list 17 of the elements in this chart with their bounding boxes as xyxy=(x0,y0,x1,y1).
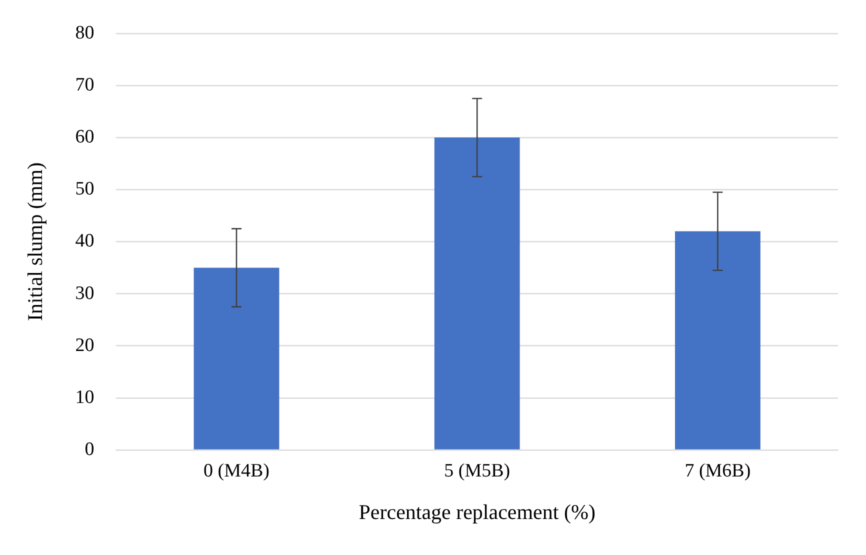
bar xyxy=(674,231,760,450)
y-tick-label: 60 xyxy=(75,126,94,148)
y-tick-label: 0 xyxy=(84,438,94,460)
y-axis-title: Initial slump (mm) xyxy=(23,162,48,322)
bar xyxy=(194,268,280,450)
y-tick-label: 20 xyxy=(75,334,94,356)
y-tick-label: 70 xyxy=(75,74,94,96)
y-tick-label: 50 xyxy=(75,178,94,200)
x-tick-label: 7 (M6B) xyxy=(684,460,751,482)
bar xyxy=(434,138,520,450)
x-axis-title: Percentage replacement (%) xyxy=(358,500,596,524)
x-tick-label: 0 (M4B) xyxy=(204,460,270,482)
y-tick-label: 10 xyxy=(75,386,94,408)
y-tick-label: 40 xyxy=(75,230,94,252)
y-tick-label: 80 xyxy=(75,22,94,44)
x-tick-label: 5 (M5B) xyxy=(444,460,510,482)
y-tick-label: 30 xyxy=(75,282,94,304)
